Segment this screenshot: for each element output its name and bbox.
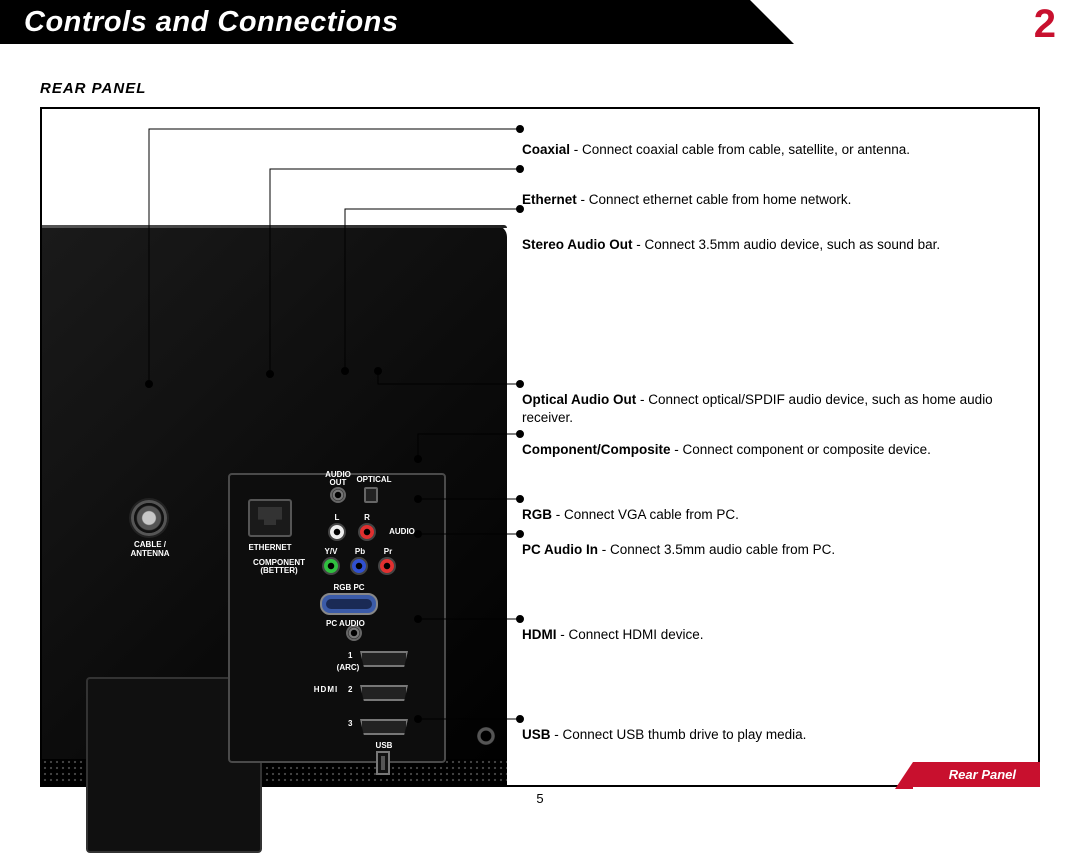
desc-usb: USB - Connect USB thumb drive to play me… (522, 726, 1023, 744)
ethernet-label: ETHERNET (244, 543, 296, 552)
hdmi1-label: 1 (348, 651, 352, 660)
usb-port (376, 751, 390, 775)
hdmi2-label: 2 (348, 685, 352, 694)
section-number: 2 (1034, 2, 1056, 47)
rca-r-label: R (360, 513, 374, 522)
hdmi-3 (360, 719, 408, 735)
desc-text: - Connect coaxial cable from cable, sate… (570, 142, 910, 157)
arc-label: (ARC) (334, 663, 362, 672)
footer-tab: Rear Panel (913, 762, 1040, 787)
desc-text: - Connect VGA cable from PC. (552, 507, 739, 522)
usb-label: USB (370, 741, 398, 750)
coaxial-label: CABLE / ANTENNA (120, 541, 180, 559)
audio-label: AUDIO (384, 527, 420, 536)
mount-hole (477, 727, 495, 745)
desc-hdmi: HDMI - Connect HDMI device. (522, 626, 1023, 644)
component-pr (378, 557, 396, 575)
desc-text: - Connect component or composite device. (671, 442, 931, 457)
component-y (322, 557, 340, 575)
ethernet-port (248, 499, 292, 537)
coaxial-port (134, 503, 164, 533)
audio-out-jack (330, 487, 346, 503)
header-title: Controls and Connections (0, 0, 750, 39)
hdmi-2 (360, 685, 408, 701)
pb-label: Pb (350, 547, 370, 556)
desc-optical: Optical Audio Out - Connect optical/SPDI… (522, 391, 1023, 427)
desc-text: - Connect ethernet cable from home netwo… (577, 192, 852, 207)
optical-label: OPTICAL (354, 475, 394, 484)
desc-component: Component/Composite - Connect component … (522, 441, 1023, 459)
component-label: COMPONENT (BETTER) (242, 559, 316, 575)
vga-port (320, 593, 378, 615)
desc-pcaudio: PC Audio In - Connect 3.5mm audio cable … (522, 541, 1023, 559)
desc-text: - Connect 3.5mm audio cable from PC. (598, 542, 835, 557)
desc-text: - Connect USB thumb drive to play media. (551, 727, 807, 742)
pcaudio-label: PC AUDIO (326, 619, 382, 628)
desc-name: Stereo Audio Out (522, 237, 633, 252)
desc-text: - Connect 3.5mm audio device, such as so… (633, 237, 941, 252)
rca-audio-l (328, 523, 346, 541)
desc-rgb: RGB - Connect VGA cable from PC. (522, 506, 1023, 524)
hdmi-1 (360, 651, 408, 667)
hdmi3-label: 3 (348, 719, 352, 728)
desc-stereo: Stereo Audio Out - Connect 3.5mm audio d… (522, 236, 1023, 254)
audio-out-label: AUDIO OUT (318, 471, 358, 487)
tv-rear-panel: CABLE / ANTENNA ETHERNET AUDIO OUT OPTIC… (42, 225, 507, 785)
subheading: REAR PANEL (40, 80, 1080, 97)
component-pb (350, 557, 368, 575)
desc-name: Coaxial (522, 142, 570, 157)
rca-l-label: L (330, 513, 344, 522)
desc-coaxial: Coaxial - Connect coaxial cable from cab… (522, 141, 1023, 159)
rgb-label: RGB PC (326, 583, 372, 592)
desc-name: Component/Composite (522, 442, 671, 457)
rca-audio-r (358, 523, 376, 541)
desc-name: HDMI (522, 627, 557, 642)
diagram-frame: CABLE / ANTENNA ETHERNET AUDIO OUT OPTIC… (40, 107, 1040, 787)
desc-name: Optical Audio Out (522, 392, 636, 407)
io-cluster: ETHERNET AUDIO OUT OPTICAL L R AUDIO Y/V… (228, 473, 446, 763)
desc-text: - Connect HDMI device. (557, 627, 704, 642)
optical-port (364, 487, 378, 503)
desc-name: PC Audio In (522, 542, 598, 557)
header-bar: Controls and Connections (0, 0, 750, 44)
desc-name: RGB (522, 507, 552, 522)
yv-label: Y/V (320, 547, 342, 556)
desc-name: USB (522, 727, 551, 742)
desc-ethernet: Ethernet - Connect ethernet cable from h… (522, 191, 1023, 209)
hdmi-logo: HDMI (308, 685, 344, 694)
desc-name: Ethernet (522, 192, 577, 207)
pr-label: Pr (378, 547, 398, 556)
